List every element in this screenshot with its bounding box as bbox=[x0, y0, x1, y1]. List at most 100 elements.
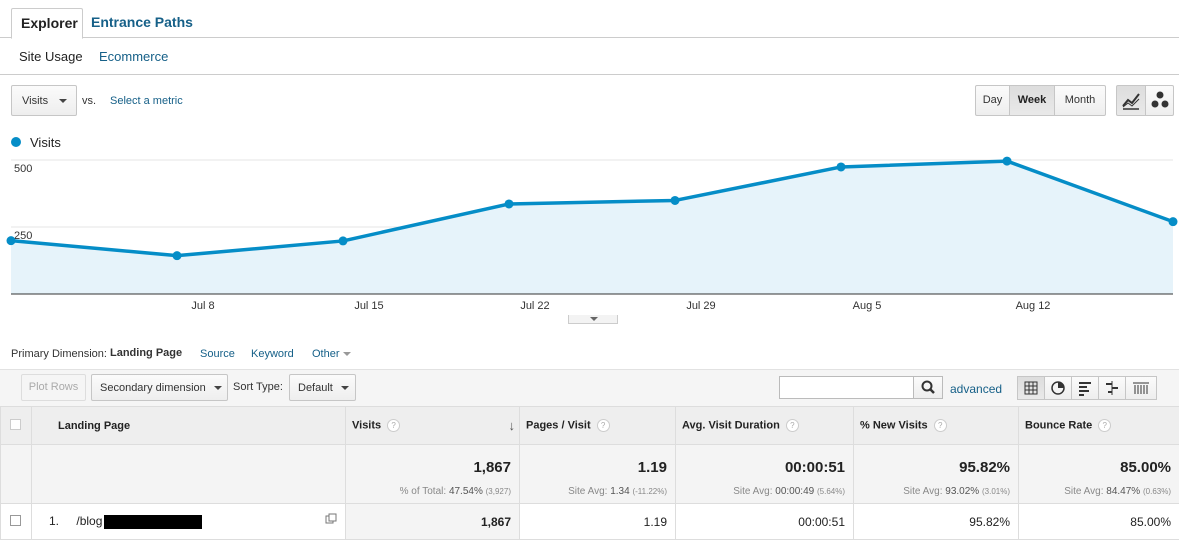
motion-chart-button[interactable] bbox=[1145, 85, 1174, 116]
legend-visits-dot bbox=[11, 137, 21, 147]
help-icon[interactable]: ? bbox=[785, 419, 799, 432]
month-button[interactable]: Month bbox=[1054, 85, 1106, 116]
data-table: Landing Page Visits? ↓ Pages / Visit? Av… bbox=[0, 406, 1179, 540]
totals-new-visits: 95.82% Site Avg: 93.02% (3.01%) bbox=[853, 444, 1019, 504]
sort-type-label: Sort Type: bbox=[233, 381, 283, 393]
totals-bounce-rate-value: 85.00% bbox=[1120, 459, 1171, 476]
totals-new-visits-value: 95.82% bbox=[959, 459, 1010, 476]
chart-resize-handle[interactable] bbox=[568, 315, 618, 324]
tab-explorer[interactable]: Explorer bbox=[11, 8, 83, 39]
search-button[interactable] bbox=[913, 376, 943, 399]
header-new-visits[interactable]: % New Visits? bbox=[853, 406, 1019, 445]
totals-row: 1,867 % of Total: 47.54% (3,927) 1.19 Si… bbox=[0, 444, 1179, 504]
y-tick-label: 250 bbox=[14, 230, 32, 242]
header-new-visits-label: % New Visits bbox=[860, 419, 928, 432]
tab-entrance-paths[interactable]: Entrance Paths bbox=[91, 14, 193, 30]
row-checkbox[interactable] bbox=[10, 514, 21, 526]
primary-dimension-label: Primary Dimension: bbox=[11, 348, 107, 360]
visits-chart[interactable]: 500 250 Jul 8 Jul 15 Jul 22 Jul 29 Aug 5 Aug 1… bbox=[0, 155, 1179, 320]
subtab-site-usage[interactable]: Site Usage bbox=[19, 49, 83, 64]
totals-empty-cell bbox=[0, 444, 32, 504]
grid-table-icon bbox=[1024, 381, 1038, 395]
data-point bbox=[670, 195, 680, 205]
header-bounce-rate[interactable]: Bounce Rate? bbox=[1018, 406, 1179, 445]
x-tick-label: Jul 22 bbox=[520, 300, 549, 312]
x-tick-label: Jul 15 bbox=[354, 300, 383, 312]
visits-area bbox=[11, 161, 1173, 294]
row-avg-duration: 00:00:51 bbox=[675, 503, 854, 540]
table-search-input[interactable] bbox=[779, 376, 914, 399]
row-bounce-rate: 85.00% bbox=[1018, 503, 1179, 540]
pie-chart-icon bbox=[1051, 381, 1065, 395]
x-tick-label: Aug 5 bbox=[853, 300, 882, 312]
subtab-ecommerce[interactable]: Ecommerce bbox=[99, 49, 169, 64]
row-index: 1. bbox=[49, 514, 60, 529]
row-pages-visit: 1.19 bbox=[519, 503, 676, 540]
open-link-icon[interactable] bbox=[325, 513, 337, 528]
pie-view-button[interactable] bbox=[1044, 376, 1072, 400]
header-visits[interactable]: Visits? ↓ bbox=[345, 406, 520, 445]
chevron-down-icon bbox=[343, 352, 351, 356]
line-chart-icon bbox=[1122, 93, 1140, 110]
data-point bbox=[6, 236, 16, 246]
header-avg-duration[interactable]: Avg. Visit Duration? bbox=[675, 406, 854, 445]
header-landing-page[interactable]: Landing Page bbox=[31, 406, 346, 445]
header-avg-duration-label: Avg. Visit Duration bbox=[682, 419, 780, 432]
help-icon[interactable]: ? bbox=[1098, 419, 1112, 432]
sort-type-value: Default bbox=[298, 382, 333, 394]
dimension-other-dropdown[interactable]: Other bbox=[312, 348, 351, 360]
header-landing-page-label: Landing Page bbox=[58, 419, 131, 432]
help-icon[interactable]: ? bbox=[933, 419, 947, 432]
dimension-landing-page: Landing Page bbox=[110, 347, 183, 359]
comparison-icon bbox=[1106, 381, 1118, 395]
header-pages-visit[interactable]: Pages / Visit? bbox=[519, 406, 676, 445]
totals-bounce-rate: 85.00% Site Avg: 84.47% (0.63%) bbox=[1018, 444, 1179, 504]
chevron-down-icon bbox=[59, 99, 67, 103]
select-all-checkbox[interactable] bbox=[10, 418, 21, 430]
metric-dropdown-label: Visits bbox=[22, 95, 49, 107]
row-visits: 1,867 bbox=[345, 503, 520, 540]
row-page-link[interactable]: /blog bbox=[76, 514, 103, 529]
secondary-dimension-label: Secondary dimension bbox=[100, 382, 206, 394]
row-new-visits: 95.82% bbox=[853, 503, 1019, 540]
row-checkbox-cell bbox=[0, 503, 32, 540]
pivot-table-icon bbox=[1133, 382, 1149, 394]
advanced-filter-link[interactable]: advanced bbox=[950, 382, 1003, 396]
chevron-down-icon bbox=[341, 386, 349, 390]
x-axis-labels: Jul 8 Jul 15 Jul 22 Jul 29 Aug 5 Aug 12 bbox=[191, 300, 1050, 312]
data-point bbox=[338, 236, 348, 246]
data-point bbox=[504, 199, 514, 209]
comparison-view-button[interactable] bbox=[1098, 376, 1126, 400]
secondary-dimension-dropdown[interactable]: Secondary dimension bbox=[91, 374, 228, 401]
select-all-cell bbox=[0, 406, 32, 445]
explorer-subtabs: Site Usage Ecommerce bbox=[0, 38, 1179, 75]
help-icon[interactable]: ? bbox=[387, 419, 401, 432]
sort-arrow-icon: ↓ bbox=[508, 418, 516, 433]
row-landing-page: 1. /blog bbox=[31, 503, 346, 540]
plot-rows-button[interactable]: Plot Rows bbox=[21, 374, 86, 401]
visits-points bbox=[6, 156, 1178, 261]
dimension-source-link[interactable]: Source bbox=[200, 348, 235, 360]
totals-visits-value: 1,867 bbox=[473, 459, 511, 476]
metric-dropdown[interactable]: Visits bbox=[11, 85, 77, 116]
chevron-down-icon bbox=[590, 317, 598, 321]
help-icon[interactable]: ? bbox=[596, 419, 610, 432]
pivot-view-button[interactable] bbox=[1125, 376, 1157, 400]
day-button[interactable]: Day bbox=[975, 85, 1010, 116]
totals-bounce-rate-sub: Site Avg: 84.47% (0.63%) bbox=[1064, 486, 1171, 497]
totals-pages-visit-sub: Site Avg: 1.34 (-11.22%) bbox=[568, 486, 667, 497]
performance-view-button[interactable] bbox=[1071, 376, 1099, 400]
week-button[interactable]: Week bbox=[1009, 85, 1055, 116]
y-axis-labels: 500 250 bbox=[14, 163, 32, 242]
table-view-button[interactable] bbox=[1017, 376, 1045, 400]
legend-visits-label: Visits bbox=[30, 135, 61, 150]
line-chart-button[interactable] bbox=[1116, 85, 1146, 116]
totals-label-cell bbox=[31, 444, 346, 504]
data-point bbox=[1002, 156, 1012, 166]
dimension-other-label: Other bbox=[312, 348, 340, 360]
dimension-keyword-link[interactable]: Keyword bbox=[251, 348, 294, 360]
table-row: 1. /blog 1,867 1.19 00:00:51 95.82% 85.0… bbox=[0, 503, 1179, 540]
sort-type-dropdown[interactable]: Default bbox=[289, 374, 356, 401]
vs-label: vs. bbox=[82, 95, 97, 107]
select-metric-link[interactable]: Select a metric bbox=[110, 95, 183, 107]
